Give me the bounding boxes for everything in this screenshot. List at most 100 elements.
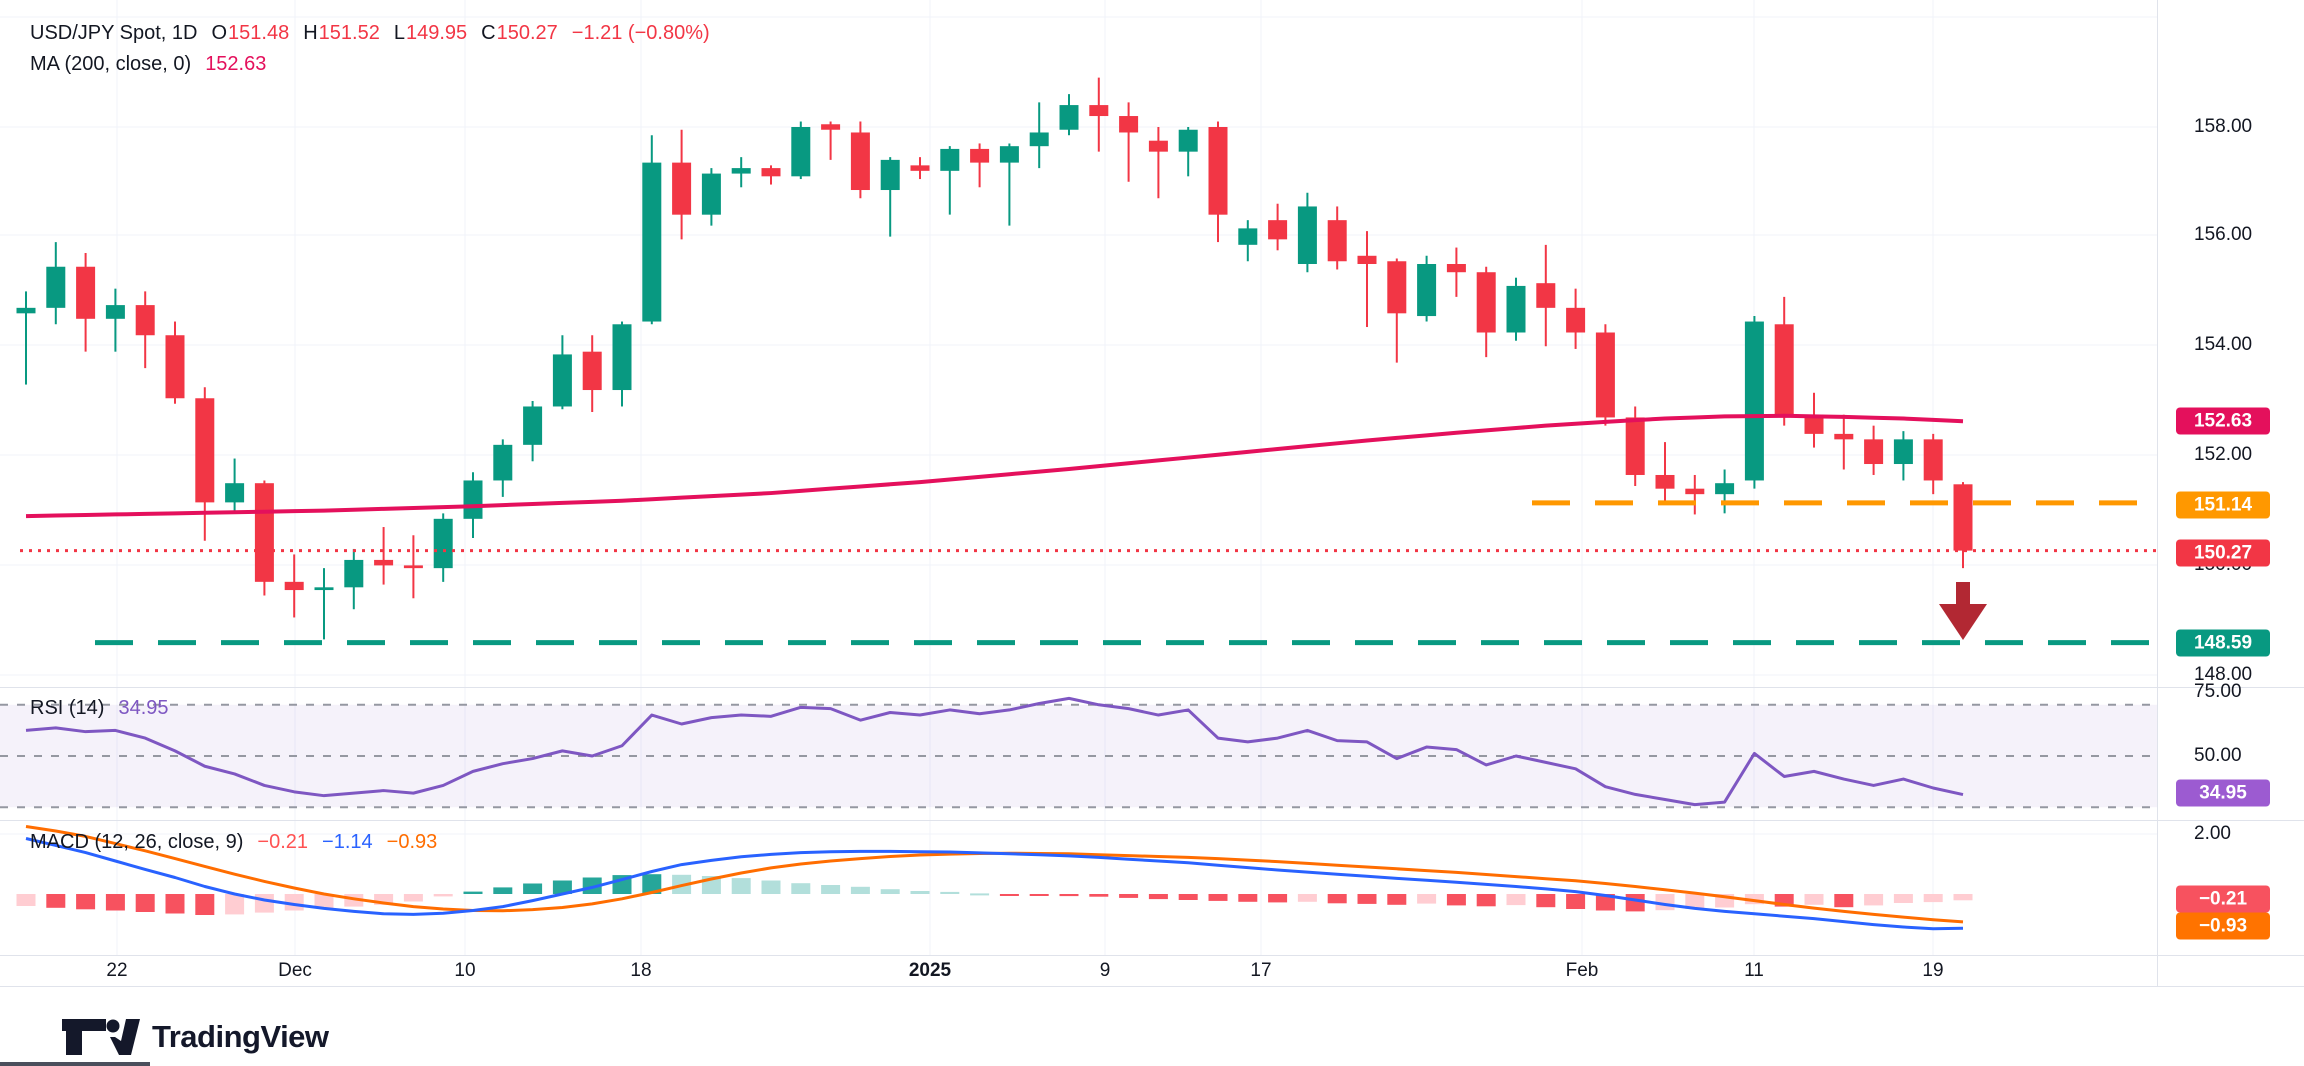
macd-histogram-bar (135, 894, 155, 912)
macd-histogram-bar (1864, 894, 1884, 906)
macd-histogram-bar (16, 894, 36, 906)
macd-histogram-bar (940, 891, 960, 894)
candle-body (1357, 255, 1377, 264)
price-axis-label: 75.00 (2194, 681, 2242, 702)
symbol-title[interactable]: USD/JPY Spot, 1D (30, 22, 198, 44)
time-axis-divider (0, 955, 2304, 956)
time-axis-label-17: 17 (1250, 960, 1272, 981)
macd-histogram-bar (374, 894, 394, 905)
candle-body (1327, 220, 1347, 262)
candle-body (1089, 105, 1109, 117)
ma200-line (25, 413, 1964, 519)
time-axis-label-2025: 2025 (908, 960, 952, 981)
candle-body (195, 398, 215, 503)
symbol-legend: USD/JPY Spot, 1D O 151.48 H 151.52 L 149.95… (30, 22, 710, 45)
macd-histogram-bar (1148, 894, 1168, 900)
macd-line-value: −1.14 (322, 831, 373, 853)
macd-histogram-bar (1566, 894, 1586, 909)
candle-body (552, 354, 572, 407)
candle-body (493, 444, 513, 481)
macd-histogram-bar (761, 880, 781, 894)
candle-body (791, 127, 811, 177)
candle-body (1506, 285, 1526, 333)
time-axis-label-18: 18 (630, 960, 652, 981)
macd-histogram-bar (880, 889, 900, 894)
candle-body (1804, 414, 1824, 434)
candle-body (850, 132, 870, 191)
macd-histogram-bar (1834, 894, 1854, 908)
down-arrow-annotation[interactable] (1939, 582, 1987, 640)
open-value: O 151.48 (211, 22, 290, 44)
macd-histogram-bar (76, 894, 96, 910)
macd-histogram-bar (195, 894, 215, 915)
tradingview-brand[interactable]: TradingView (60, 1016, 329, 1058)
candle-body (999, 146, 1019, 163)
macd-histogram-bar (1268, 894, 1288, 903)
macd-histogram-bar (1804, 894, 1824, 905)
candle-body (1834, 433, 1854, 440)
candle-body (1148, 140, 1168, 152)
macd-histogram-bar (463, 891, 483, 894)
macd-legend[interactable]: MACD (12, 26, close, 9) −0.21 −1.14 −0.9… (30, 831, 437, 854)
price-axis-label: 156.00 (2194, 224, 2253, 245)
candle-body (344, 559, 364, 588)
macd-histogram-bar (970, 893, 990, 896)
candle-body (1059, 105, 1079, 130)
price-axis-label: 152.00 (2194, 444, 2253, 465)
candle-body (1238, 228, 1258, 245)
macd-histogram-bar (1446, 894, 1466, 906)
macd-histogram-bar (403, 894, 423, 902)
macd-histogram-bar (1595, 894, 1615, 911)
macd-histogram-bar (1417, 894, 1437, 904)
close-value: C 150.27 (481, 22, 558, 44)
candle-body (1864, 439, 1884, 465)
rsi-legend-label: RSI (14) (30, 697, 105, 719)
time-axis-label-9: 9 (1099, 960, 1111, 981)
macd-line (25, 837, 1964, 931)
macd-histogram-bar (791, 883, 811, 894)
candle-body (1715, 483, 1735, 495)
candle-body (1268, 220, 1288, 240)
candle-body (76, 266, 96, 319)
ma-legend-label: MA (200, close, 0) (30, 53, 192, 75)
time-axis-label-22: 22 (106, 960, 128, 981)
candle-body (1446, 264, 1466, 273)
candle-body (880, 159, 900, 191)
tradingview-brand-text: TradingView (152, 1019, 329, 1054)
tradingview-logo-icon (62, 1019, 140, 1055)
last-price-badge: 150.27 (2176, 539, 2270, 567)
candle-body (1297, 206, 1317, 264)
candle-body (1923, 439, 1943, 481)
rsi-value-badge: 34.95 (2176, 779, 2270, 807)
candle-body (225, 483, 245, 503)
macd-histogram-bar (552, 880, 572, 894)
macd-histogram-bar (314, 894, 334, 909)
macd-histogram-bar (1208, 894, 1228, 901)
bottom-edge-sliver (0, 1062, 150, 1066)
candle-body (731, 168, 751, 174)
candle-body (46, 266, 66, 308)
macd-histogram-bar (1059, 894, 1079, 897)
candle-body (403, 565, 423, 569)
candle-body (970, 148, 990, 163)
price-rsi-divider[interactable] (0, 687, 2304, 688)
time-axis-label-10: 10 (454, 960, 476, 981)
candle-body (1208, 127, 1228, 215)
candle-body (1476, 272, 1496, 333)
macd-histogram-bar (1119, 894, 1139, 898)
candle-body (910, 165, 930, 171)
macd-legend-label: MACD (12, 26, close, 9) (30, 831, 244, 853)
macd-histogram-bar (1357, 894, 1377, 904)
candle-body (16, 307, 36, 314)
rsi-legend-value: 34.95 (118, 697, 169, 719)
candle-body (1774, 324, 1794, 415)
rsi-macd-divider[interactable] (0, 820, 2304, 821)
macd-histogram-bar (910, 891, 930, 894)
resistance-level-badge: 151.14 (2176, 491, 2270, 519)
candle-body (254, 483, 274, 582)
chart-canvas[interactable] (0, 0, 2304, 1010)
macd-histogram-bar (523, 883, 543, 894)
ma-legend[interactable]: MA (200, close, 0) 152.63 (30, 53, 266, 76)
rsi-legend[interactable]: RSI (14) 34.95 (30, 697, 169, 720)
change-value: −1.21 (−0.80%) (571, 22, 710, 44)
